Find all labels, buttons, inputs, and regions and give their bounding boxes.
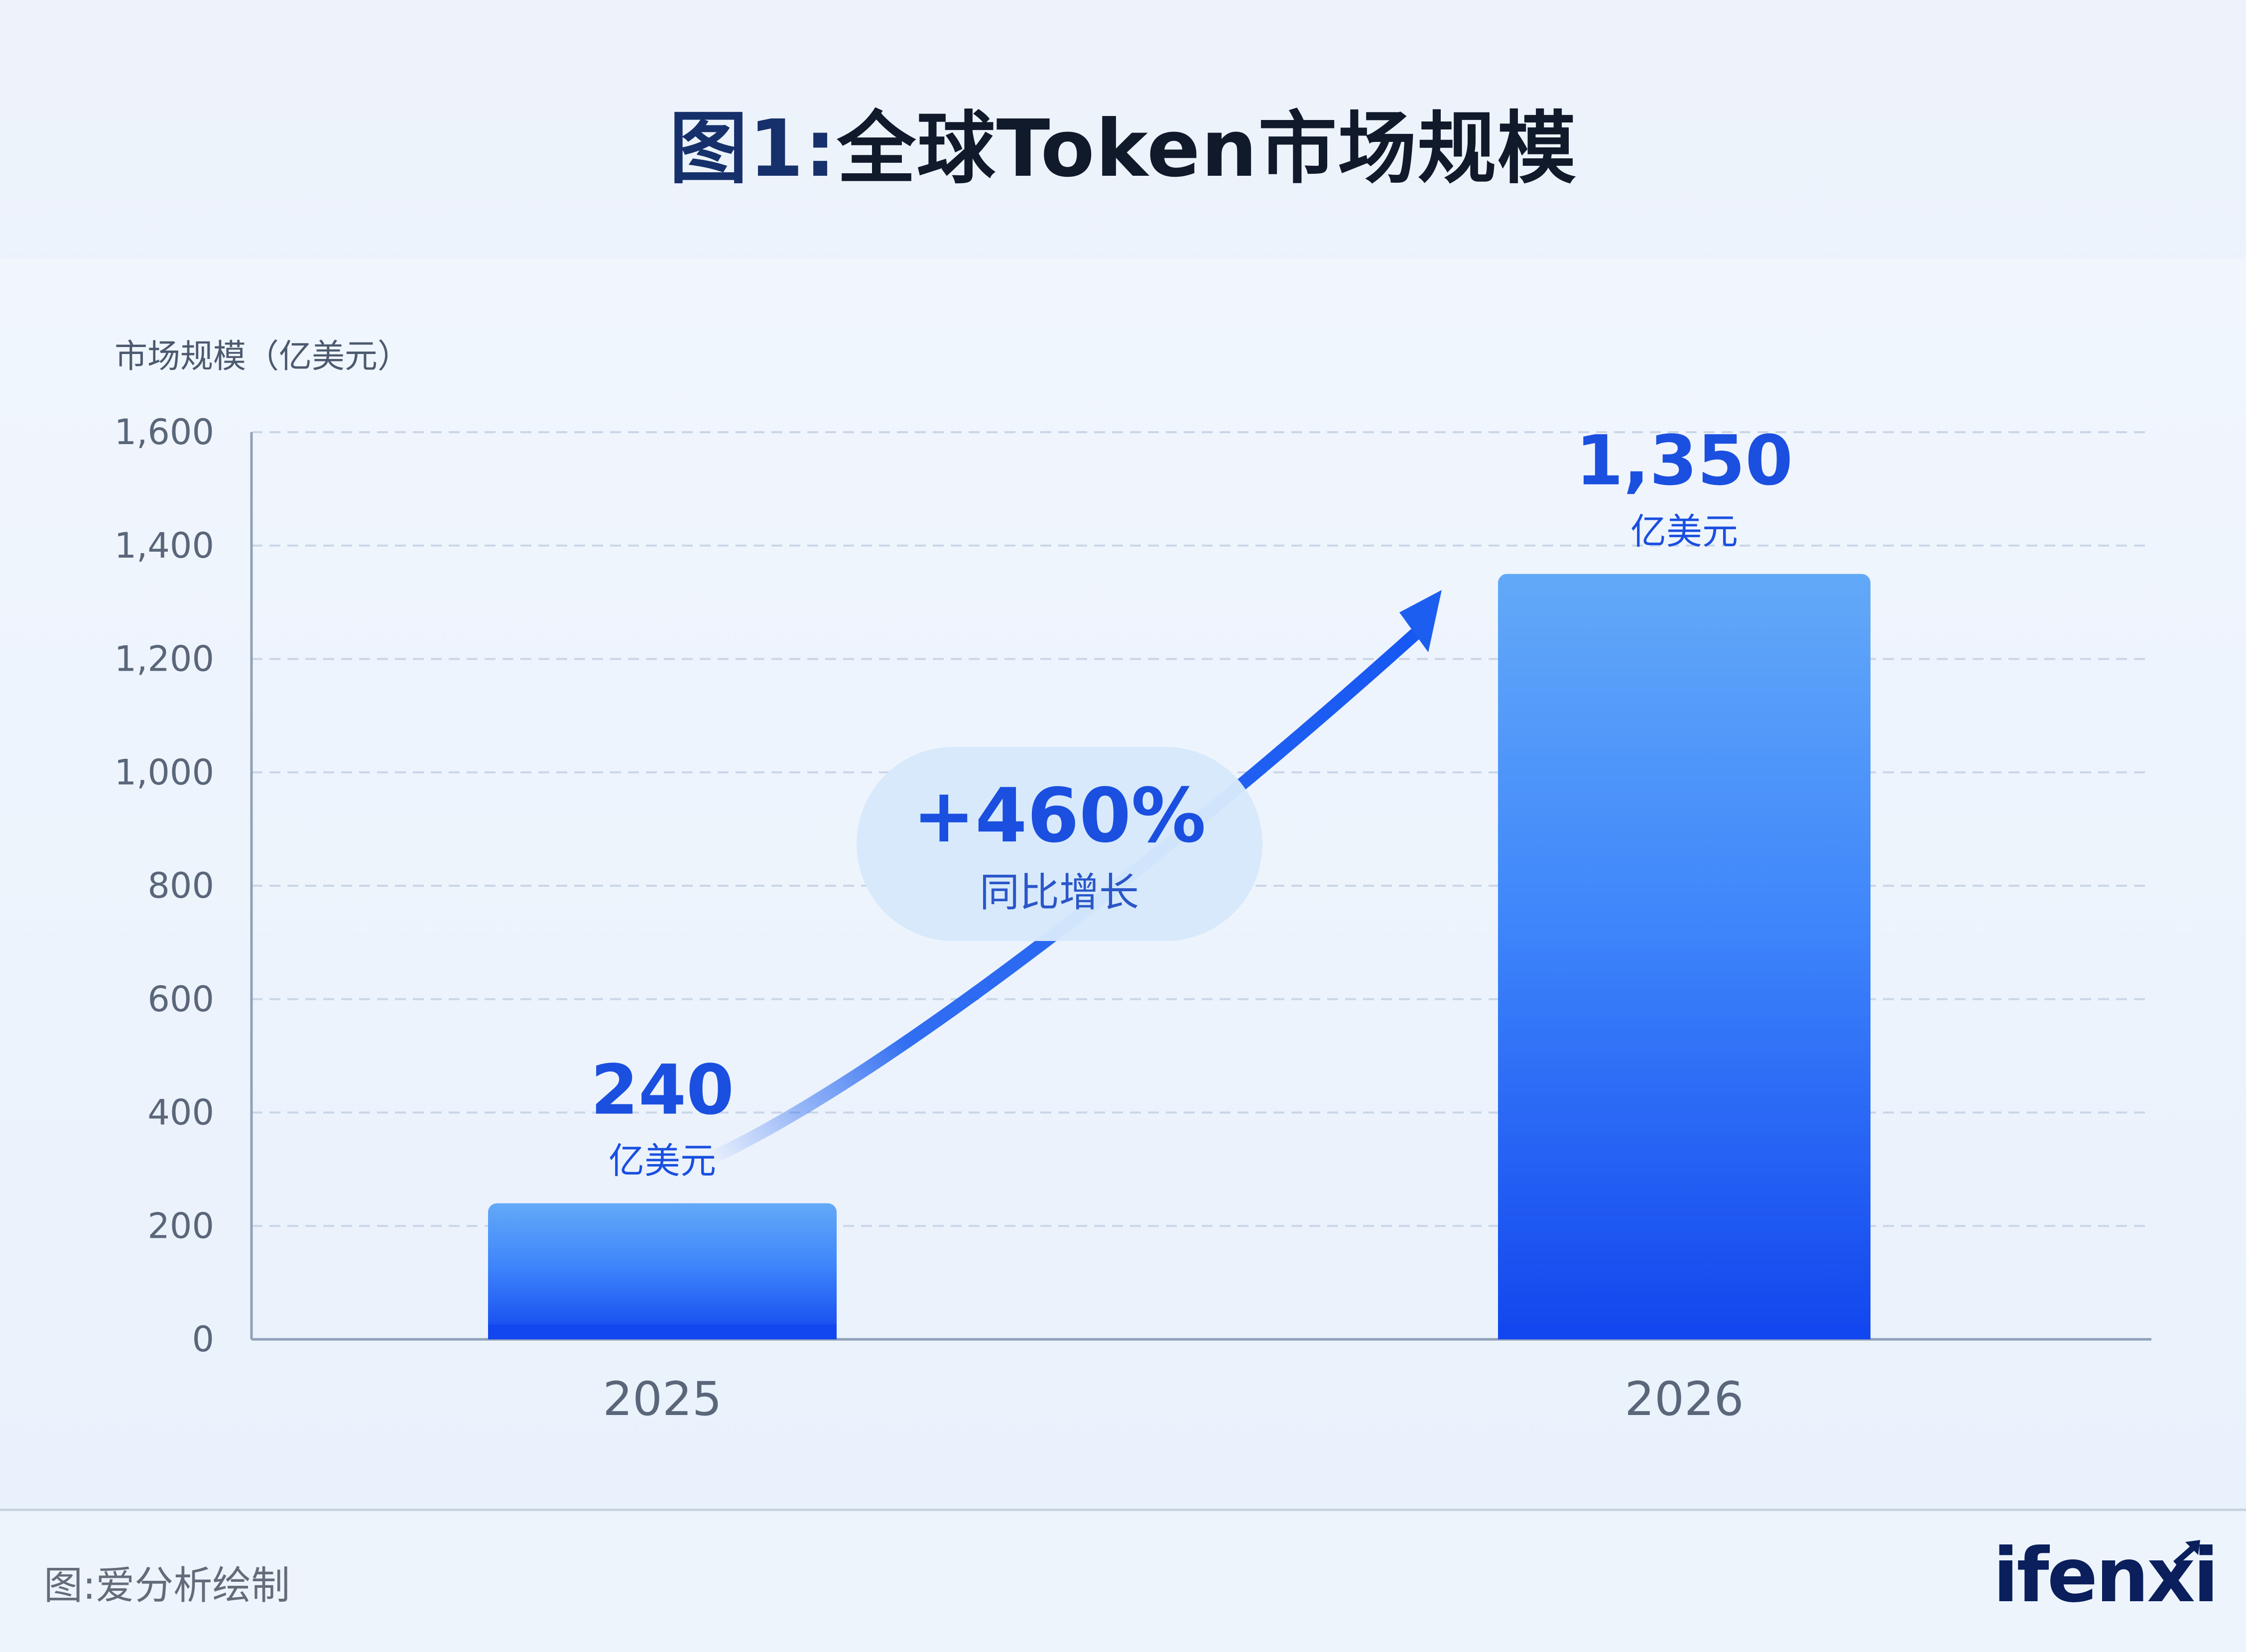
growth-text: 同比增长: [980, 869, 1139, 916]
data-label-unit: 亿美元: [1630, 511, 1738, 553]
data-label-unit: 亿美元: [609, 1140, 716, 1182]
y-tick-label: 1,000: [115, 752, 214, 793]
title-main: 全球Token市场规模: [837, 103, 1577, 195]
growth-bubble: [857, 747, 1262, 941]
data-label-value: 1,350: [1576, 421, 1793, 501]
bars: [488, 574, 1871, 1339]
bar-base-2026: [1498, 1324, 1871, 1339]
logo-text: ifenxi: [1993, 1533, 2219, 1619]
source-note: 图:爱分析绘制: [44, 1563, 290, 1608]
bar-chart: 0 200 400 600 800 1,000 1,200 1,400 1,600 市场规模（亿…: [115, 337, 2151, 1426]
bar-2026: [1498, 574, 1871, 1339]
bar-base-2025: [488, 1324, 837, 1339]
data-labels: 240 亿美元 1,350 亿美元: [591, 421, 1793, 1182]
x-tick-labels: 2025 2026: [603, 1372, 1744, 1426]
x-tick-label: 2026: [1624, 1372, 1744, 1426]
y-axis-label: 市场规模（亿美元）: [115, 337, 410, 375]
arrow-mark-icon: [2173, 1540, 2200, 1566]
y-tick-label: 400: [147, 1092, 214, 1133]
x-tick-label: 2025: [603, 1372, 722, 1426]
chart-panel: 0 200 400 600 800 1,000 1,200 1,400 1,600 市场规模（亿…: [0, 259, 2246, 1509]
ifenxi-logo: ifenxi: [1993, 1531, 2219, 1621]
footer-divider: [0, 1509, 2246, 1511]
title-prefix: 图1:: [669, 103, 837, 195]
data-label-value: 240: [591, 1050, 734, 1130]
growth-value: +460%: [912, 773, 1206, 859]
y-tick-label: 1,400: [115, 525, 214, 566]
bar-2025: [488, 1203, 837, 1339]
y-tick-label: 1,200: [115, 639, 214, 680]
y-tick-labels: 0 200 400 600 800 1,000 1,200 1,400 1,600: [115, 412, 214, 1360]
y-tick-label: 800: [147, 865, 214, 906]
chart-title: 图1:全球Token市场规模: [0, 85, 2246, 199]
y-tick-label: 600: [147, 979, 214, 1020]
y-tick-label: 200: [147, 1205, 214, 1246]
growth-arrow-head-icon: [1399, 590, 1442, 652]
growth-annotation: +460% 同比增长: [701, 590, 1442, 1167]
y-tick-label: 0: [192, 1319, 214, 1360]
y-tick-label: 1,600: [115, 412, 214, 453]
